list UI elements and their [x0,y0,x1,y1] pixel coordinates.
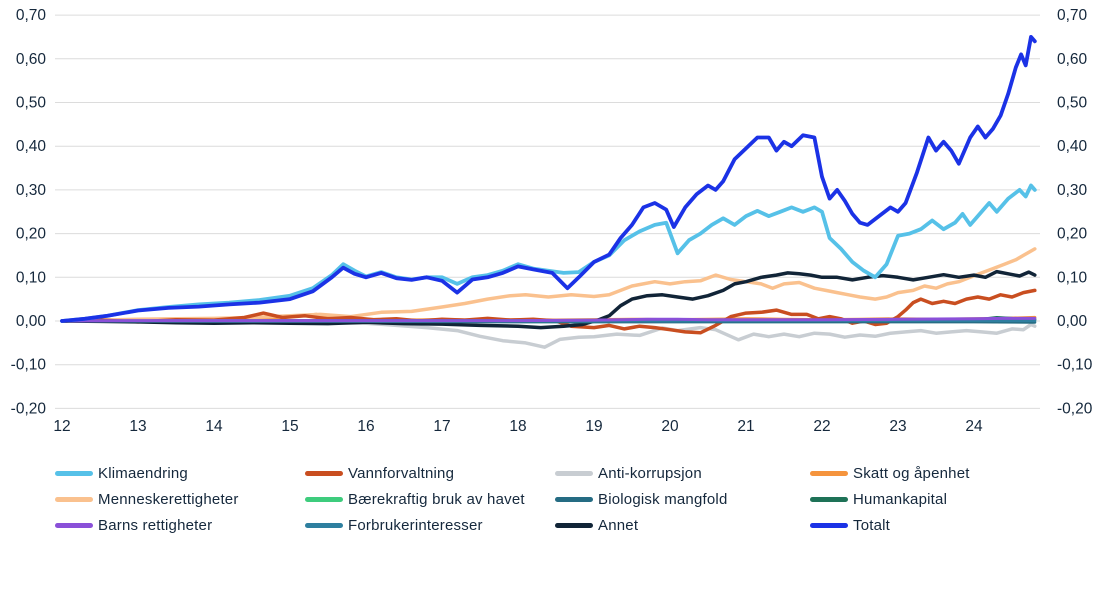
legend-swatch-barns-rettigheter [55,522,93,528]
y-tick-left: 0,30 [16,182,47,199]
legend: Klimaendring Vannforvaltning Anti-korrupsj… [55,460,1098,538]
x-tick: 17 [433,418,450,435]
legend-label: Annet [598,516,639,534]
legend-label: Humankapital [853,490,948,508]
y-tick-right: -0,20 [1057,400,1093,417]
legend-item-menneskerettigheter: Menneskerettigheter [55,491,305,508]
y-tick-left: 0,50 [16,95,47,112]
y-tick-left: 0,70 [16,7,47,24]
legend-label: Skatt og åpenhet [853,464,970,482]
x-tick: 15 [281,418,298,435]
legend-item-vannforvaltning: Vannforvaltning [305,465,555,482]
legend-swatch-skatt-og-penhet [810,470,848,476]
x-tick: 14 [205,418,223,435]
line-chart: 0,70 0,60 0,50 0,40 0,30 0,20 0,10 0,00 -0,10 -0,… [11,7,1093,435]
legend-item-skatt-og-penhet: Skatt og åpenhet [810,465,1080,482]
legend-label: Forbrukerinteresser [348,516,483,534]
y-tick-right: 0,40 [1057,138,1088,155]
legend-label: Klimaendring [98,464,188,482]
x-tick: 24 [965,418,983,435]
y-tick-left: -0,20 [11,400,47,417]
y-axis-left-labels: 0,70 0,60 0,50 0,40 0,30 0,20 0,10 0,00 -0,10 -0,… [11,7,47,417]
legend-swatch-klimaendring [55,470,93,476]
legend-swatch-totalt [810,522,848,528]
legend-item-b-rekraftig-bruk-av-havet: Bærekraftig bruk av havet [305,491,555,508]
legend-swatch-menneskerettigheter [55,496,93,502]
series-anti-korrupsjon [60,319,1037,349]
y-tick-right: 0,10 [1057,269,1088,286]
legend-item-barns-rettigheter: Barns rettigheter [55,517,305,534]
series-barns-rettigheter [60,316,1037,323]
y-tick-right: 0,60 [1057,51,1088,68]
legend-label: Vannforvaltning [348,464,455,482]
y-tick-left: 0,20 [16,226,47,243]
gridlines [55,14,1040,409]
y-tick-right: 0,20 [1057,226,1088,243]
y-tick-right: 0,00 [1057,313,1088,330]
legend-item-forbrukerinteresser: Forbrukerinteresser [305,517,555,534]
legend-swatch-anti-korrupsjon [555,470,593,476]
y-tick-right: 0,50 [1057,95,1088,112]
legend-swatch-biologisk-mangfold [555,496,593,502]
x-tick: 21 [737,418,754,435]
legend-label: Bærekraftig bruk av havet [348,490,525,508]
legend-label: Totalt [853,516,891,534]
y-tick-left: 0,40 [16,138,47,155]
legend-item-humankapital: Humankapital [810,491,1080,508]
y-tick-left: 0,10 [16,269,47,286]
legend-swatch-forbrukerinteresser [305,522,343,528]
legend-swatch-humankapital [810,496,848,502]
legend-label: Menneskerettigheter [98,490,239,508]
legend-item-klimaendring: Klimaendring [55,465,305,482]
legend-label: Anti-korrupsjon [598,464,702,482]
x-tick: 16 [357,418,374,435]
legend-item-annet: Annet [555,517,810,534]
series-totalt [60,35,1037,323]
series-menneskerettigheter [60,247,1037,323]
legend-swatch-annet [555,522,593,528]
x-tick: 23 [889,418,906,435]
legend-item-anti-korrupsjon: Anti-korrupsjon [555,465,810,482]
legend-label: Biologisk mangfold [598,490,728,508]
x-axis-labels: 12 13 14 15 16 17 18 19 20 21 22 23 24 [53,418,983,435]
x-tick: 13 [129,418,146,435]
legend-swatch-vannforvaltning [305,470,343,476]
y-tick-left: 0,60 [16,51,47,68]
series-klimaendring [60,183,1037,323]
series-lines [60,35,1037,349]
legend-item-biologisk-mangfold: Biologisk mangfold [555,491,810,508]
x-tick: 20 [661,418,679,435]
legend-label: Barns rettigheter [98,516,213,534]
legend-swatch-b-rekraftig-bruk-av-havet [305,496,343,502]
legend-item-totalt: Totalt [810,517,1080,534]
x-tick: 19 [585,418,602,435]
y-tick-right: 0,30 [1057,182,1088,199]
series-vannforvaltning [60,288,1037,335]
y-tick-left: -0,10 [11,357,47,374]
y-axis-right-labels: 0,70 0,60 0,50 0,40 0,30 0,20 0,10 0,00 -0,10 -0,… [1057,7,1093,417]
x-tick: 22 [813,418,830,435]
y-tick-right: -0,10 [1057,357,1093,374]
y-tick-left: 0,00 [16,313,47,330]
x-tick: 12 [53,418,70,435]
x-tick: 18 [509,418,526,435]
y-tick-right: 0,70 [1057,7,1088,24]
